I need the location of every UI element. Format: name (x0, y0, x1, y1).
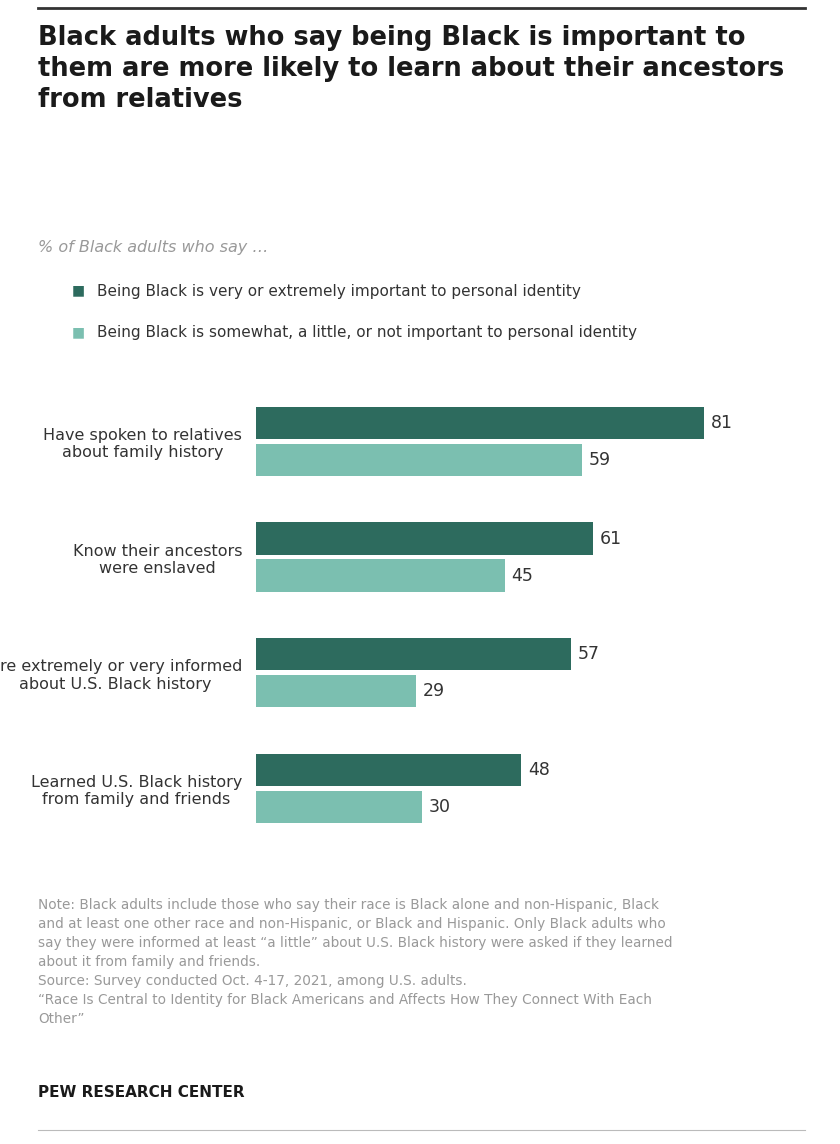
Text: Note: Black adults include those who say their race is Black alone and non-Hispa: Note: Black adults include those who say… (38, 898, 672, 1026)
Bar (256, 523, 593, 555)
Bar (256, 675, 417, 707)
Text: PEW RESEARCH CENTER: PEW RESEARCH CENTER (38, 1085, 244, 1099)
Text: Being Black is very or extremely important to personal identity: Being Black is very or extremely importa… (97, 284, 580, 299)
Bar (256, 754, 522, 786)
Text: 57: 57 (578, 645, 600, 664)
Text: Black adults who say being Black is important to
them are more likely to learn a: Black adults who say being Black is impo… (38, 25, 784, 113)
Text: 29: 29 (423, 682, 445, 700)
Text: Being Black is somewhat, a little, or not important to personal identity: Being Black is somewhat, a little, or no… (97, 325, 637, 340)
Text: 45: 45 (512, 566, 533, 585)
Text: 30: 30 (428, 799, 450, 816)
Text: 61: 61 (600, 530, 622, 548)
Bar (256, 559, 505, 591)
Bar (256, 791, 422, 824)
Bar (256, 638, 571, 670)
Text: 48: 48 (528, 761, 550, 779)
Text: ■: ■ (71, 284, 85, 297)
Bar (256, 444, 582, 476)
Text: % of Black adults who say …: % of Black adults who say … (38, 240, 268, 255)
Text: ■: ■ (71, 325, 85, 339)
Bar (256, 406, 704, 439)
Text: 59: 59 (589, 451, 611, 469)
Text: 81: 81 (711, 414, 732, 431)
